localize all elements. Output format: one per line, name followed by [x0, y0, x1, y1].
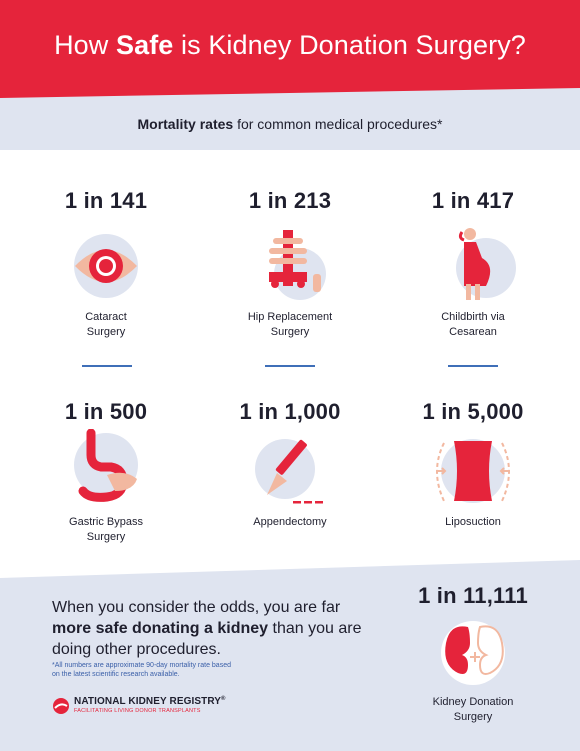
stat-childbirth: 1 in 417 Childbirth via Cesarean: [398, 188, 548, 340]
logo-tagline: FACILITATING LIVING DONOR TRANSPLANTS: [74, 708, 201, 714]
eye-icon: [74, 234, 138, 298]
hip-joint-icon: [269, 230, 326, 300]
mortality-rate: 1 in 500: [64, 399, 148, 424]
bottom-background: [0, 560, 580, 751]
page-subtitle: Mortality rates for common medical proce…: [137, 116, 443, 132]
procedure-label: Gastric Bypass Surgery: [69, 516, 143, 543]
scalpel-icon: [255, 439, 323, 504]
stat-hip-replacement: 1 in 213 Hip Replacement Surgery: [215, 188, 365, 340]
stat-cataract: 1 in 141 Cataract Surgery: [31, 188, 181, 340]
procedure-label: Liposuction: [445, 516, 501, 528]
mortality-rate: 1 in 11,111: [418, 583, 528, 608]
stomach-icon: [74, 429, 138, 502]
kidney-icon: [441, 621, 505, 685]
section-divider: [265, 365, 315, 367]
stat-kidney-donation: 1 in 11,111 Kidney Donation Surgery: [398, 583, 548, 725]
mortality-rate: 1 in 141: [64, 188, 148, 213]
logo-mark-icon: [53, 698, 69, 714]
logo-name: NATIONAL KIDNEY REGISTRY®: [74, 696, 226, 707]
procedure-label: Hip Replacement Surgery: [247, 311, 333, 338]
procedure-label: Childbirth via Cesarean: [441, 311, 505, 338]
stat-appendectomy: 1 in 1,000 Appendectomy: [215, 399, 365, 530]
mortality-rate: 1 in 417: [431, 188, 515, 213]
header-background: [0, 0, 580, 150]
procedure-label: Appendectomy: [253, 516, 327, 528]
conclusion-text: When you consider the odds, you are far …: [52, 599, 362, 658]
mortality-rate: 1 in 213: [248, 188, 332, 213]
section-divider: [82, 365, 132, 367]
pregnant-woman-icon: [456, 228, 516, 300]
footnote: *All numbers are approximate 90-day mort…: [52, 662, 231, 678]
section-divider: [448, 365, 498, 367]
mortality-rate: 1 in 1,000: [239, 399, 341, 424]
procedure-label: Kidney Donation Surgery: [432, 696, 514, 723]
stat-gastric-bypass: 1 in 500 Gastric Bypass Surgery: [31, 399, 181, 545]
mortality-rate: 1 in 5,000: [422, 399, 524, 424]
page-title: How Safe is Kidney Donation Surgery?: [54, 30, 526, 60]
procedure-label: Cataract Surgery: [85, 311, 127, 338]
waist-compress-icon: [436, 439, 510, 503]
stat-liposuction: 1 in 5,000 Liposuction: [398, 399, 548, 530]
